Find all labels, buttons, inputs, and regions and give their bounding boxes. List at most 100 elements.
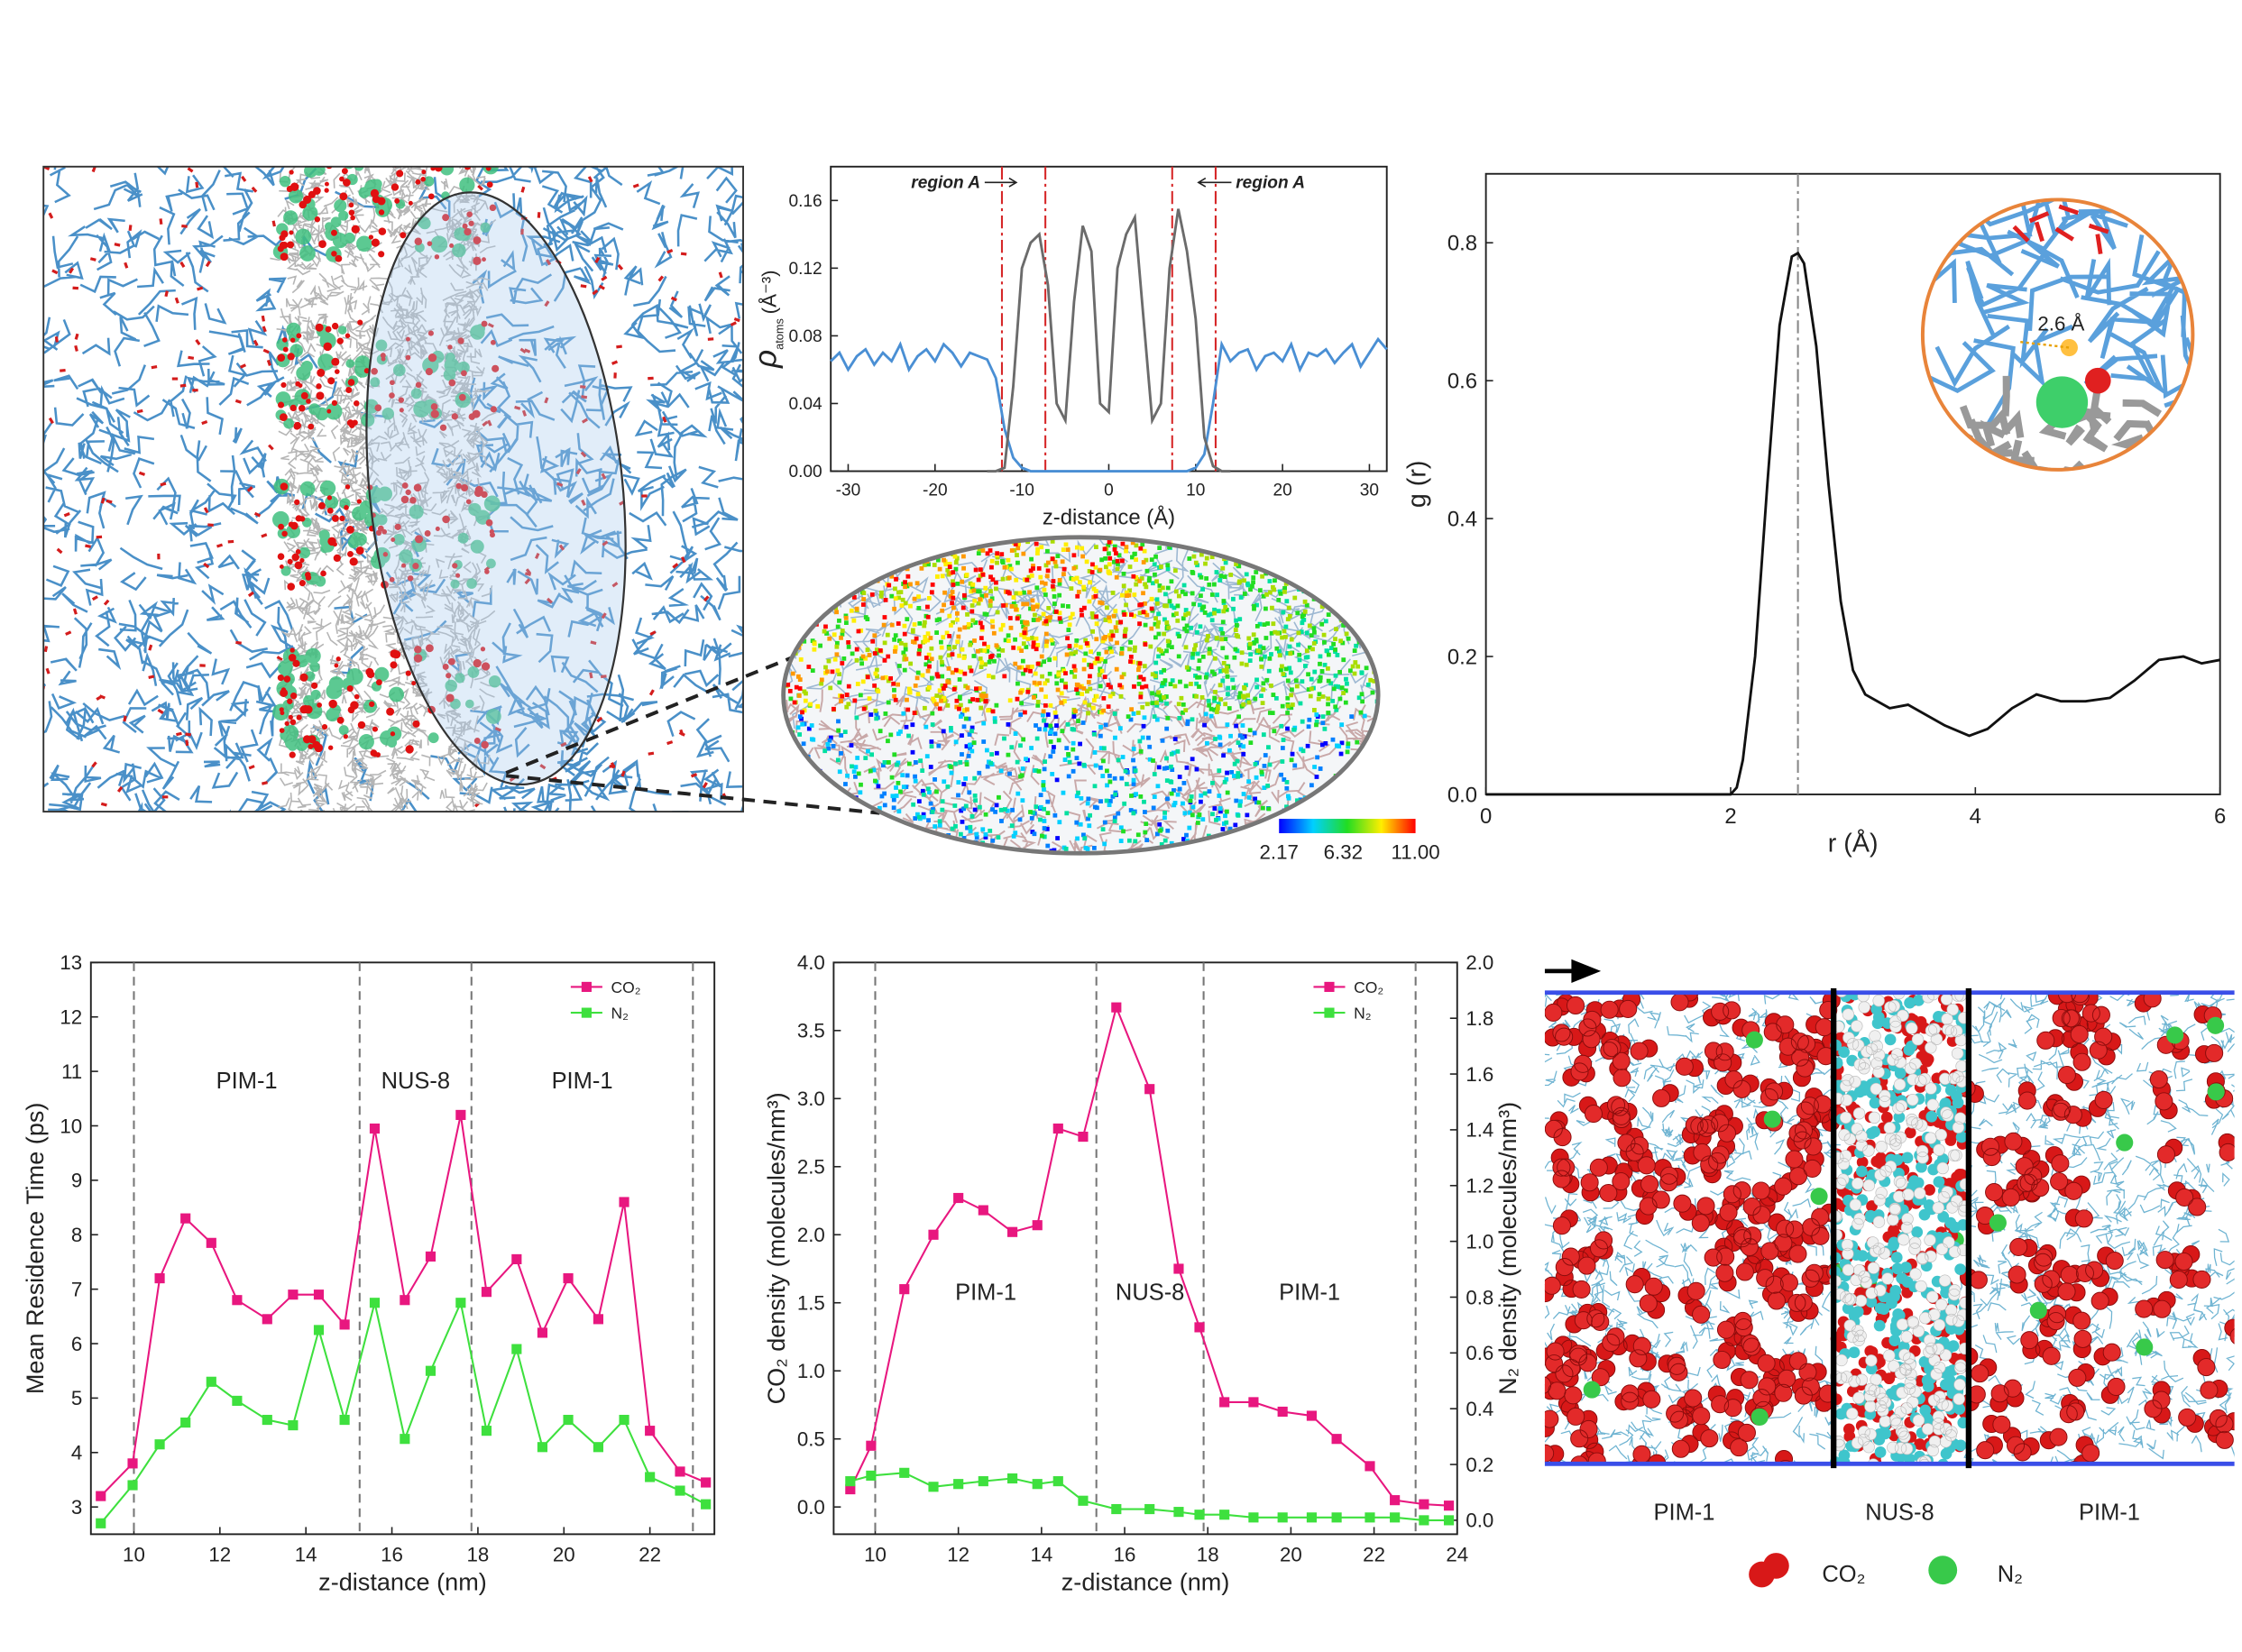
data-point [1144, 1084, 1155, 1095]
legend-marker [1324, 1007, 1335, 1018]
y-tick-label: 9 [71, 1170, 82, 1192]
cluster-oxygen [277, 482, 495, 591]
data-point [845, 1483, 856, 1495]
x-tick-label: 18 [467, 1544, 490, 1566]
data-point [313, 1289, 325, 1300]
legend-n2-icon [1928, 1556, 1958, 1585]
ylabel-subscript: atoms [773, 318, 786, 350]
data-point [511, 1253, 522, 1265]
x-tick-label: 22 [1363, 1544, 1385, 1566]
data-point [1007, 1473, 1018, 1484]
data-point [96, 1518, 106, 1528]
data-point [511, 1344, 522, 1354]
x-tick-label: 18 [1197, 1544, 1219, 1566]
data-point [180, 1213, 191, 1224]
data-point [675, 1485, 685, 1496]
data-point [1364, 1512, 1375, 1523]
y-tick-label: 4.0 [797, 951, 825, 974]
data-point [899, 1284, 910, 1295]
series-line [830, 336, 1388, 473]
y-tick-label: 2.0 [797, 1224, 825, 1246]
heatmap-points [785, 711, 1379, 854]
zoom-region [365, 191, 627, 786]
y-tick-label: 0.12 [788, 260, 822, 279]
heatmap-points [784, 538, 1379, 716]
data-point [369, 1123, 381, 1134]
heatmap-points [786, 539, 1379, 854]
cluster-oxygen [277, 644, 491, 758]
data-point [1194, 1510, 1205, 1520]
data-point [1052, 1476, 1063, 1487]
data-point [619, 1414, 629, 1426]
y-tick-label: 0.4 [1447, 507, 1477, 531]
y-tick-label: 0.5 [797, 1428, 825, 1451]
legend-co2-icon [1749, 1553, 1789, 1588]
plot-frame [1484, 172, 2221, 795]
legend-label: N₂ [1354, 1004, 1371, 1022]
data-point [928, 1482, 939, 1492]
y-tick-label: 4 [71, 1442, 82, 1464]
x-tick-label: 12 [208, 1544, 231, 1566]
y2-tick-label: 2.0 [1466, 951, 1493, 974]
data-point [866, 1440, 877, 1451]
data-point [96, 1491, 106, 1501]
data-point [339, 1414, 350, 1426]
nus8-atoms [1829, 991, 1972, 1465]
inset-atom [2060, 338, 2078, 357]
plot-frame [832, 961, 1458, 1536]
snapshot-frame [42, 165, 744, 813]
region-label: PIM-1 [2079, 1500, 2140, 1525]
y-axis-label: CO₂ density (molecules/nm³) [762, 1092, 790, 1404]
inset-atom [2035, 376, 2089, 428]
y2-tick-label: 0.8 [1466, 1286, 1493, 1308]
residence-heatmap [783, 537, 1379, 854]
data-point [1331, 1434, 1342, 1445]
x-tick-label: -10 [1009, 482, 1034, 500]
inset-atom [2084, 367, 2111, 394]
heatmap-points [783, 539, 1154, 715]
heatmap-outline [781, 535, 1381, 856]
data-point [1007, 1226, 1018, 1237]
data-point [1173, 1263, 1184, 1274]
data-point [645, 1472, 656, 1482]
data-point [899, 1467, 910, 1478]
zoom-connector [505, 774, 880, 815]
region-label: NUS-8 [1116, 1280, 1184, 1305]
y-tick-label: 2.5 [797, 1156, 825, 1179]
data-point [1078, 1495, 1089, 1506]
data-point [978, 1476, 988, 1487]
data-point [339, 1319, 350, 1330]
data-point [400, 1434, 410, 1445]
oxygen-bonds [43, 166, 740, 812]
y2-tick-label: 1.2 [1466, 1175, 1493, 1198]
y2-tick-label: 0.4 [1466, 1398, 1493, 1420]
co2-molecule [1544, 991, 2235, 1465]
metal-cluster [271, 478, 501, 589]
x-tick-label: 6 [2214, 804, 2226, 829]
data-point [593, 1314, 604, 1325]
y-axis-label: ρatoms (Å⁻³) [749, 270, 786, 368]
annotation-arrow [1197, 177, 1232, 188]
series-line [99, 1299, 707, 1524]
data-point [866, 1470, 877, 1481]
data-point [1052, 1123, 1063, 1134]
data-point [1277, 1512, 1288, 1523]
data-point [232, 1395, 243, 1407]
x-tick-label: 2 [1724, 804, 1736, 829]
y-tick-label: 3 [71, 1496, 82, 1519]
legend-label: N₂ [611, 1004, 628, 1022]
data-point [1443, 1515, 1455, 1526]
colorbar [1279, 819, 1416, 833]
plot-frame [89, 961, 716, 1536]
y-tick-label: 0.08 [788, 327, 822, 346]
y2-tick-label: 0.6 [1466, 1342, 1493, 1364]
data-point [1277, 1406, 1288, 1418]
data-point [953, 1192, 964, 1204]
x-tick-label: -20 [923, 482, 948, 500]
x-tick-label: 20 [1280, 1544, 1302, 1566]
data-point [481, 1287, 492, 1298]
y2-axis-label: N₂ density (molecules/nm³) [1493, 1102, 1521, 1395]
plot-frame [830, 165, 1388, 473]
